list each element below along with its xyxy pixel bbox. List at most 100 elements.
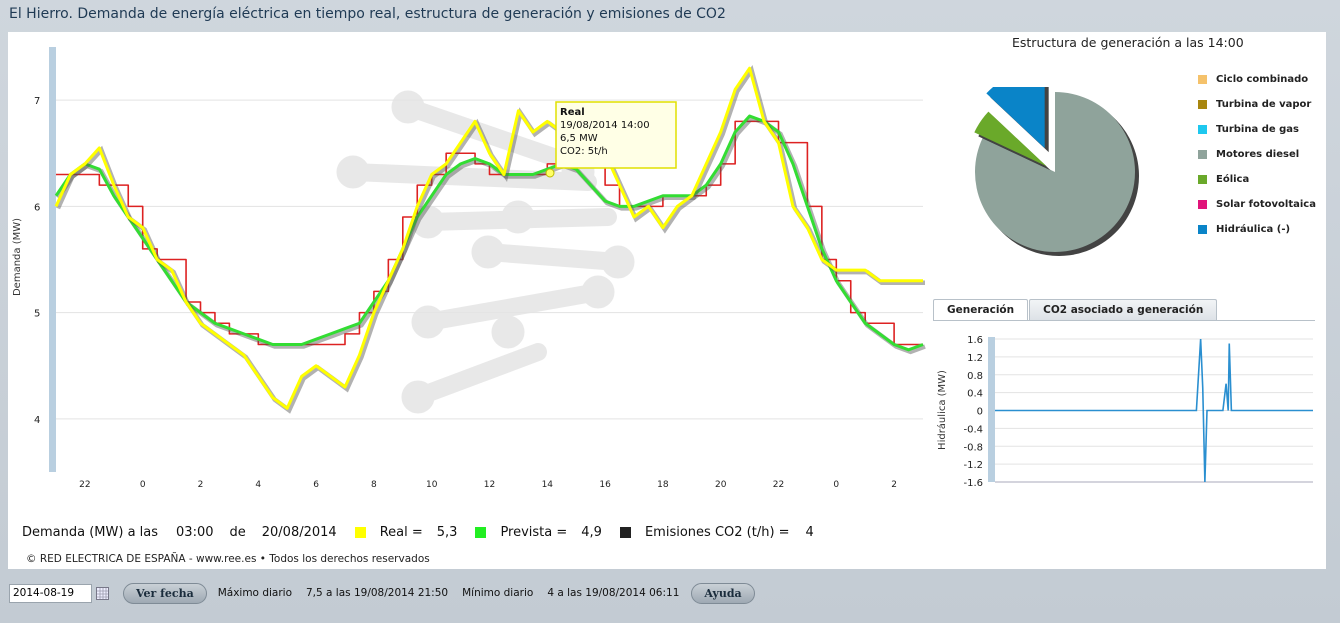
emisiones-swatch [619, 527, 631, 538]
summary-emisiones-value: 4 [805, 525, 814, 540]
small-y-tick-label: 1.6 [967, 335, 983, 346]
summary-date: 20/08/2014 [261, 525, 337, 540]
x-tick-label: 18 [657, 480, 669, 490]
legend-swatch [1198, 200, 1207, 209]
x-tick-label: 14 [542, 480, 554, 490]
hidraulica-chart: 1.6 1.2 0.8 0.4 0 -0.4 -0.8 -1.2 -1.6 Hidráulica… [936, 335, 1313, 489]
x-tick-label: 20 [715, 480, 727, 490]
page-title: El Hierro. Demanda de energía eléctrica … [9, 6, 726, 22]
x-tick-label: 12 [484, 480, 495, 490]
hidraulica-series-line [995, 338, 1313, 483]
y-tick-label: 5 [34, 309, 40, 320]
legend-swatch [1198, 150, 1207, 159]
legend-label: Eólica [1216, 174, 1250, 185]
small-y-tick-label: 1.2 [967, 353, 983, 364]
ayuda-button[interactable]: Ayuda [691, 582, 755, 604]
y-tick-label: 6 [34, 202, 40, 213]
ver-fecha-button[interactable]: Ver fecha [123, 582, 207, 604]
tooltip-marker [545, 168, 555, 178]
small-y-tick-label: 0.8 [967, 371, 983, 382]
calendar-icon[interactable] [96, 586, 109, 600]
chart-panel: 4 5 6 7 22 0 2 4 6 8 10 12 14 16 18 20 22 0 2 Demanda (MW… [8, 32, 1326, 569]
max-value: 7,5 a las 19/08/2014 21:50 [306, 587, 449, 599]
legend-item: Hidráulica (-) [1198, 217, 1316, 242]
legend-item: Solar fotovoltaica [1198, 192, 1316, 217]
legend-label: Ciclo combinado [1216, 74, 1309, 85]
max-label: Máximo diario [217, 587, 292, 599]
legend-label: Motores diesel [1216, 149, 1300, 160]
summary-prevista-value: 4,9 [581, 525, 602, 540]
legend-label: Turbina de gas [1216, 124, 1299, 135]
small-y-tick-label: -1.6 [963, 478, 983, 489]
x-tick-label: 8 [371, 480, 377, 490]
x-tick-label: 2 [891, 480, 897, 490]
y-tick-label: 4 [34, 415, 40, 426]
small-y-axis-label: Hidráulica (MW) [936, 370, 948, 450]
generation-pie-chart [974, 87, 1139, 256]
y-tick-label: 7 [34, 96, 40, 107]
x-tick-label: 2 [198, 480, 204, 490]
x-tick-label: 16 [599, 480, 611, 490]
small-y-axis-band [988, 337, 995, 482]
x-tick-label: 10 [426, 480, 438, 490]
summary-de: de [229, 525, 246, 540]
x-tick-label: 4 [255, 480, 261, 490]
small-y-tick-label: -0.4 [963, 424, 983, 435]
chart-tooltip: Real 19/08/2014 14:00 6,5 MW CO2: 5t/h [545, 101, 677, 178]
legend-label: Hidráulica (-) [1216, 224, 1291, 235]
x-tick-label: 6 [313, 480, 319, 490]
legend-swatch [1198, 175, 1207, 184]
prevista-swatch [475, 527, 487, 538]
bottom-toolbar: Ver fecha Máximo diario 7,5 a las 19/08/… [0, 578, 1340, 608]
tab-divider [933, 320, 1315, 321]
real-series-line [54, 66, 923, 410]
legend-item: Turbina de vapor [1198, 92, 1316, 117]
summary-time: 03:00 [176, 525, 214, 540]
summary-emisiones-label: Emisiones CO2 (t/h) = [644, 525, 790, 540]
legend-item: Turbina de gas [1198, 117, 1316, 142]
min-value: 4 a las 19/08/2014 06:11 [547, 587, 680, 599]
copyright: © RED ELECTRICA DE ESPAÑA - www.ree.es •… [26, 553, 430, 565]
legend-swatch [1198, 75, 1207, 84]
x-tick-label: 22 [79, 480, 90, 490]
summary-prefix: Demanda (MW) a las [22, 525, 159, 540]
summary-line: Demanda (MW) a las 03:00 de 20/08/2014 R… [22, 525, 820, 540]
legend-item: Eólica [1198, 167, 1316, 192]
x-tick-label: 0 [833, 480, 839, 490]
small-y-tick-label: 0 [977, 407, 983, 418]
legend-label: Turbina de vapor [1216, 99, 1312, 110]
summary-prevista-label: Prevista = [500, 525, 568, 540]
legend-item: Ciclo combinado [1198, 67, 1316, 92]
summary-real-label: Real = [379, 525, 423, 540]
tooltip-date: 19/08/2014 14:00 [560, 120, 650, 131]
legend-item: Motores diesel [1198, 142, 1316, 167]
small-y-tick-label: -1.2 [963, 460, 983, 471]
tab-bar: Generación CO2 asociado a generación [933, 299, 1218, 320]
tab-generacion[interactable]: Generación [933, 299, 1029, 320]
x-tick-label: 0 [140, 480, 146, 490]
legend-label: Solar fotovoltaica [1216, 199, 1316, 210]
pie-legend: Ciclo combinado Turbina de vapor Turbina d… [1198, 67, 1316, 242]
legend-swatch [1198, 225, 1207, 234]
pie-title: Estructura de generación a las 14:00 [1012, 35, 1244, 50]
pie-slice-hidr-ulica [986, 87, 1045, 149]
pie-slice-motores-diesel [975, 92, 1135, 252]
legend-swatch [1198, 125, 1207, 134]
tab-co2[interactable]: CO2 asociado a generación [1029, 299, 1218, 320]
small-y-tick-label: 0.4 [967, 389, 983, 400]
real-swatch [354, 527, 366, 538]
pie-slice-e-lica [974, 111, 1047, 167]
tooltip-value: 6,5 MW [560, 133, 598, 144]
y-axis-band [49, 47, 56, 472]
summary-real-value: 5,3 [436, 525, 458, 540]
legend-swatch [1198, 100, 1207, 109]
tooltip-title: Real [560, 107, 585, 118]
prevista-series-line [54, 114, 924, 352]
x-tick-label: 22 [773, 480, 784, 490]
date-input[interactable] [9, 583, 92, 603]
demand-chart: 4 5 6 7 22 0 2 4 6 8 10 12 14 16 18 20 22 0 2 Demanda (MW… [12, 47, 926, 490]
min-label: Mínimo diario [462, 587, 534, 599]
tooltip-co2: CO2: 5t/h [560, 146, 608, 157]
small-y-tick-label: -0.8 [963, 442, 983, 453]
y-axis-label: Demanda (MW) [12, 218, 23, 296]
